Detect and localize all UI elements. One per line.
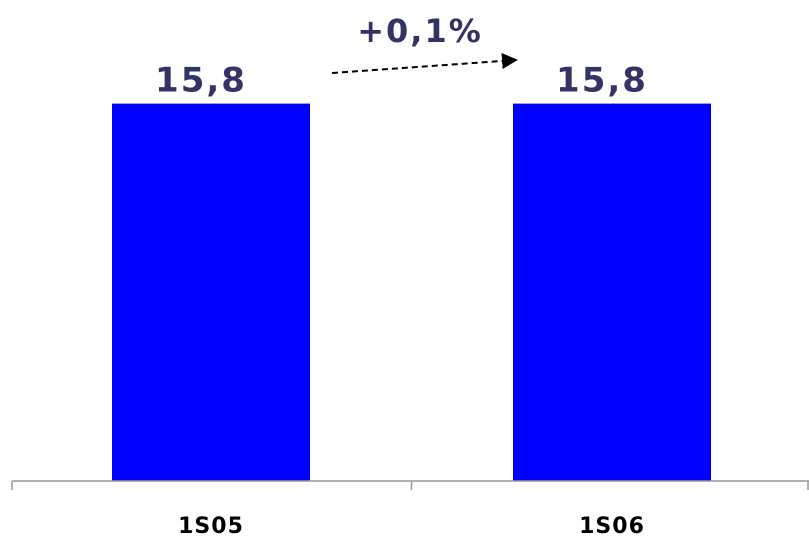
- bar-1S05: [112, 103, 310, 481]
- labels-layer: 15,8 1S05 15,8 1S06: [155, 61, 648, 539]
- bar-1S06: [513, 103, 711, 481]
- x-axis: [11, 480, 809, 490]
- bars-layer: [112, 103, 711, 481]
- dashed-arrow: [331, 53, 518, 74]
- value-label-1S06: 15,8: [556, 61, 648, 101]
- growth-annotation: +0,1%: [331, 12, 518, 74]
- value-label-1S05: 15,8: [155, 61, 247, 101]
- growth-label: +0,1%: [357, 12, 483, 50]
- category-label-1S05: 1S05: [178, 514, 244, 539]
- category-label-1S06: 1S06: [579, 514, 645, 539]
